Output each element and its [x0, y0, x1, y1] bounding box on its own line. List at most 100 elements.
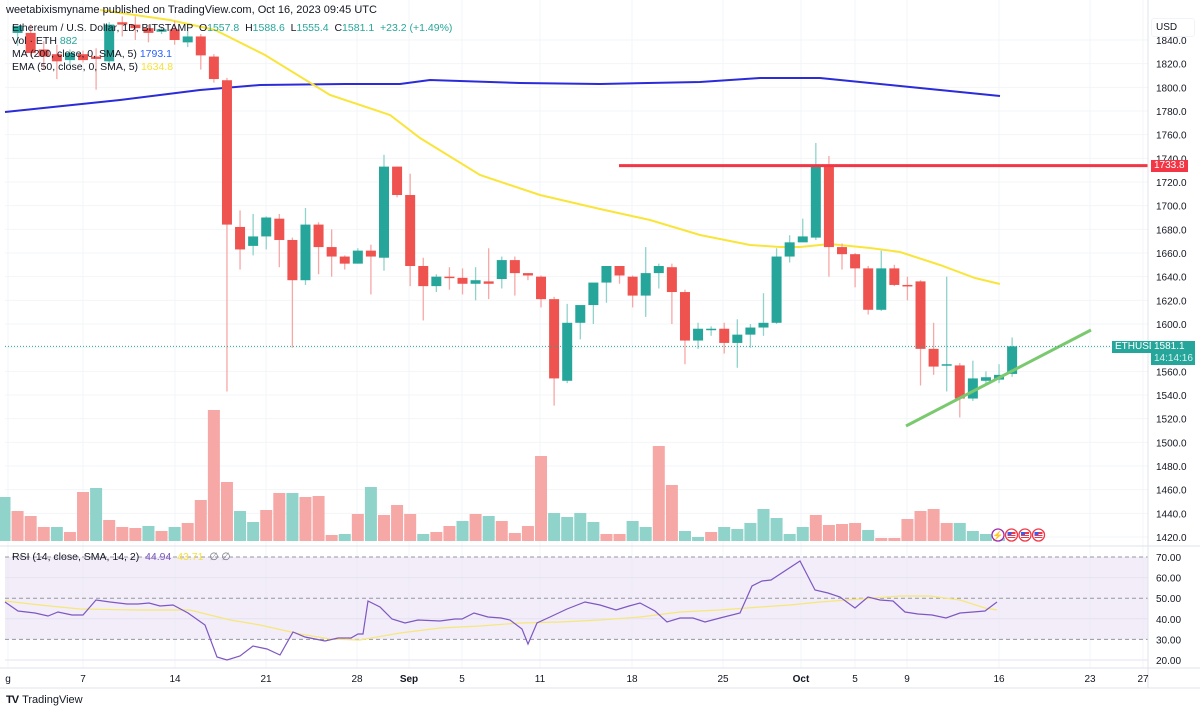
candle-body	[575, 305, 586, 323]
candle-body	[810, 165, 821, 238]
volume-bar	[809, 515, 822, 541]
price-tick: 1640.0	[1156, 273, 1187, 284]
support-trendline	[905, 328, 1092, 428]
rsi-sma-value: 43.71	[177, 551, 204, 563]
candle-body	[444, 276, 455, 279]
volume-bar	[508, 533, 521, 541]
candle-body	[431, 276, 442, 287]
time-tick: 28	[351, 674, 363, 685]
time-tick: 5	[459, 674, 465, 685]
time-tick: 5	[852, 674, 858, 685]
candle-body	[614, 266, 625, 276]
rsi-lines	[4, 560, 998, 661]
volume-bar	[234, 511, 247, 541]
candle-body	[666, 267, 677, 293]
candle-body	[928, 348, 939, 367]
rsi-tick: 30.00	[1156, 635, 1181, 646]
price-tick: 1760.0	[1156, 131, 1187, 142]
candle-body	[823, 165, 834, 248]
us-flag-icon	[1031, 528, 1046, 542]
candle-body	[78, 54, 89, 61]
change-value: +23.2 (+1.49%)	[380, 22, 453, 34]
candle-body	[195, 36, 206, 56]
ema-legend[interactable]: EMA (50, close, 0, SMA, 5) 1634.8	[12, 61, 174, 73]
price-tick: 1600.0	[1156, 320, 1187, 331]
candle-body	[130, 24, 141, 29]
time-tick: 27	[1137, 674, 1149, 685]
resistance-price-tag: 1733.8	[1151, 160, 1188, 172]
volume-bar	[731, 529, 744, 541]
candle-body	[326, 247, 337, 257]
volume-bar	[443, 526, 456, 541]
volume-bar	[90, 488, 103, 541]
candle-body	[352, 250, 363, 264]
brand-name: TradingView	[22, 694, 83, 706]
volume-bar	[665, 485, 678, 541]
volume-bar	[299, 497, 312, 541]
candle-body	[418, 266, 429, 287]
volume-bar	[600, 534, 613, 541]
candle-body	[601, 266, 612, 283]
event-markers[interactable]: ⚡	[991, 528, 1046, 542]
price-tick: 1620.0	[1156, 296, 1187, 307]
price-tick: 1460.0	[1156, 486, 1187, 497]
symbol-tag: ETHUSD	[1112, 341, 1160, 353]
price-tick: 1680.0	[1156, 225, 1187, 236]
volume-bar	[966, 531, 979, 541]
volume-bar	[469, 514, 482, 541]
candle-body	[719, 328, 730, 343]
volume-bar	[351, 514, 364, 541]
volume-bar	[561, 517, 574, 541]
candle-body	[758, 322, 769, 328]
price-tick: 1800.0	[1156, 83, 1187, 94]
candle-body	[169, 29, 180, 40]
ema50-line	[99, 9, 1001, 285]
rsi-sma-line	[4, 595, 998, 641]
price-tick: 1440.0	[1156, 509, 1187, 520]
volume-bar	[273, 493, 286, 541]
volume-bar	[456, 521, 469, 541]
candle-body	[549, 299, 560, 379]
candle-body	[339, 256, 350, 264]
currency-label[interactable]: USD	[1151, 18, 1195, 37]
candle-body	[91, 56, 102, 59]
volume-bar	[927, 509, 940, 541]
drawings[interactable]	[5, 164, 1148, 428]
price-tick: 1660.0	[1156, 249, 1187, 260]
volume-bar	[430, 532, 443, 541]
rsi-tick: 50.00	[1156, 594, 1181, 605]
symbol-title[interactable]: Ethereum / U.S. Dollar, 1D, BITSTAMP	[12, 22, 194, 34]
price-tick: 1540.0	[1156, 391, 1187, 402]
candle-body	[797, 236, 808, 243]
rsi-line	[4, 560, 998, 661]
candle-body	[915, 281, 926, 349]
volume-bar	[103, 520, 116, 541]
candle-body	[64, 53, 75, 61]
candle-body	[784, 242, 795, 257]
volume-bar	[626, 521, 639, 541]
candle-body	[496, 260, 507, 280]
volume-bar	[862, 530, 875, 541]
candle-body	[261, 217, 272, 237]
candle-body	[38, 49, 49, 57]
volume-bar	[692, 537, 705, 541]
candle-body	[25, 32, 36, 54]
ma200-line	[4, 77, 1001, 113]
rsi-legend[interactable]: RSI (14, close, SMA, 14, 2) 44.94 43.71 …	[12, 551, 231, 563]
candle-body	[522, 273, 533, 276]
volume-bar	[678, 531, 691, 541]
ma-legend[interactable]: MA (200, close, 0, SMA, 5) 1793.1	[12, 48, 172, 60]
volume-bar	[535, 456, 548, 541]
candle-body	[941, 364, 952, 366]
axes[interactable]: 1840.0 1820.0 1800.0 1780.0 1760.0 1740.0 1720…	[0, 0, 1200, 689]
candle-body	[392, 166, 403, 196]
volume-bar	[286, 493, 299, 541]
volume-legend[interactable]: Vol · ETH 882	[12, 35, 78, 47]
time-tick: 9	[904, 674, 910, 685]
candle-body	[117, 22, 128, 25]
volume-bar	[260, 510, 273, 541]
candle-body	[274, 218, 285, 240]
candle-body	[1007, 346, 1018, 374]
candle-body	[679, 292, 690, 341]
